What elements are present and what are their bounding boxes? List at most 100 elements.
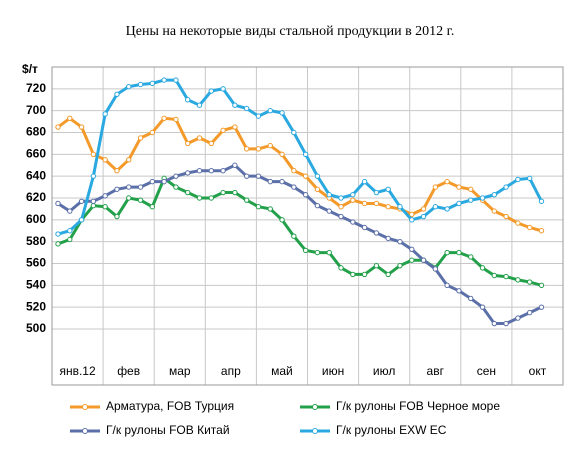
data-point: [479, 304, 486, 310]
data-point: [420, 213, 427, 220]
data-point: [432, 204, 439, 210]
data-point: [232, 124, 238, 130]
data-point: [149, 178, 156, 185]
data-point: [420, 257, 427, 263]
data-point: [361, 224, 368, 231]
data-point: [173, 116, 179, 123]
y-axis-label: $/т: [22, 62, 38, 76]
data-point: [350, 197, 356, 203]
data-point: [102, 204, 108, 210]
data-point: [220, 86, 226, 92]
data-point: [373, 230, 380, 236]
data-point: [432, 184, 439, 190]
data-point: [90, 198, 97, 204]
data-point: [196, 102, 203, 108]
data-point: [526, 175, 533, 182]
data-point: [255, 173, 262, 179]
data-point: [361, 271, 368, 278]
data-point: [361, 178, 368, 185]
data-point: [479, 195, 486, 201]
data-point: [314, 249, 321, 256]
data-point: [185, 170, 191, 176]
y-tick-label: 560: [26, 256, 46, 270]
data-point: [420, 206, 427, 212]
data-point: [409, 257, 415, 263]
data-point: [55, 200, 61, 207]
data-point: [361, 200, 368, 207]
data-point: [302, 192, 309, 198]
legend-marker: [312, 404, 318, 410]
data-point: [243, 173, 250, 179]
data-point: [220, 127, 226, 134]
data-point: [102, 157, 108, 163]
data-point: [468, 197, 474, 203]
data-point: [185, 97, 191, 103]
data-point: [397, 238, 403, 245]
chart-title: Цены на некоторые виды стальной продукци…: [126, 24, 455, 39]
data-point: [78, 124, 85, 130]
data-point: [397, 204, 403, 210]
data-point: [232, 102, 238, 108]
data-point: [350, 219, 356, 225]
y-tick-label: 580: [26, 234, 46, 248]
x-tick-label: сен: [477, 364, 496, 378]
data-point: [338, 204, 344, 210]
data-point: [456, 200, 462, 207]
data-point: [267, 142, 273, 149]
data-point: [302, 247, 309, 254]
data-point: [373, 200, 380, 207]
data-point: [338, 213, 344, 220]
y-tick-label: 620: [26, 190, 46, 204]
data-point: [232, 189, 238, 196]
data-point: [444, 178, 450, 185]
data-point: [126, 184, 132, 190]
legend-label: Г/к рулоны FOB Китай: [106, 423, 230, 437]
data-point: [67, 208, 73, 214]
x-tick-label: июл: [373, 364, 395, 378]
data-point: [302, 173, 309, 179]
data-point: [409, 217, 415, 223]
data-point: [67, 236, 73, 243]
data-point: [444, 206, 450, 212]
data-point: [279, 151, 285, 158]
data-point: [279, 110, 285, 116]
data-point: [114, 213, 120, 220]
x-tick-label: май: [271, 364, 293, 378]
data-point: [149, 80, 156, 87]
data-point: [503, 213, 509, 220]
data-point: [526, 309, 533, 316]
data-point: [126, 195, 132, 201]
legend-marker: [82, 404, 88, 410]
data-point: [491, 208, 498, 214]
x-tick-label: июн: [322, 364, 344, 378]
x-tick-label: фев: [117, 364, 140, 378]
data-point: [515, 220, 521, 226]
data-point: [114, 168, 120, 174]
data-point: [409, 211, 415, 218]
data-point: [491, 320, 498, 327]
data-point: [90, 173, 97, 179]
data-point: [479, 265, 486, 271]
series-line: [57, 176, 542, 287]
data-point: [208, 140, 215, 147]
data-point: [137, 135, 144, 141]
y-tick-label: 680: [26, 125, 46, 139]
data-point: [114, 91, 120, 97]
data-point: [208, 88, 215, 94]
data-point: [161, 115, 167, 122]
data-point: [468, 254, 474, 260]
data-point: [491, 192, 498, 198]
data-point: [350, 192, 356, 198]
data-point: [243, 105, 250, 112]
data-point: [78, 198, 85, 204]
legend-marker: [312, 428, 318, 434]
data-point: [279, 217, 285, 223]
data-point: [538, 304, 545, 310]
data-point: [538, 228, 545, 234]
data-point: [255, 146, 262, 152]
y-tick-label: 500: [26, 321, 46, 335]
y-tick-label: 720: [26, 81, 46, 95]
y-tick-label: 640: [26, 168, 46, 182]
